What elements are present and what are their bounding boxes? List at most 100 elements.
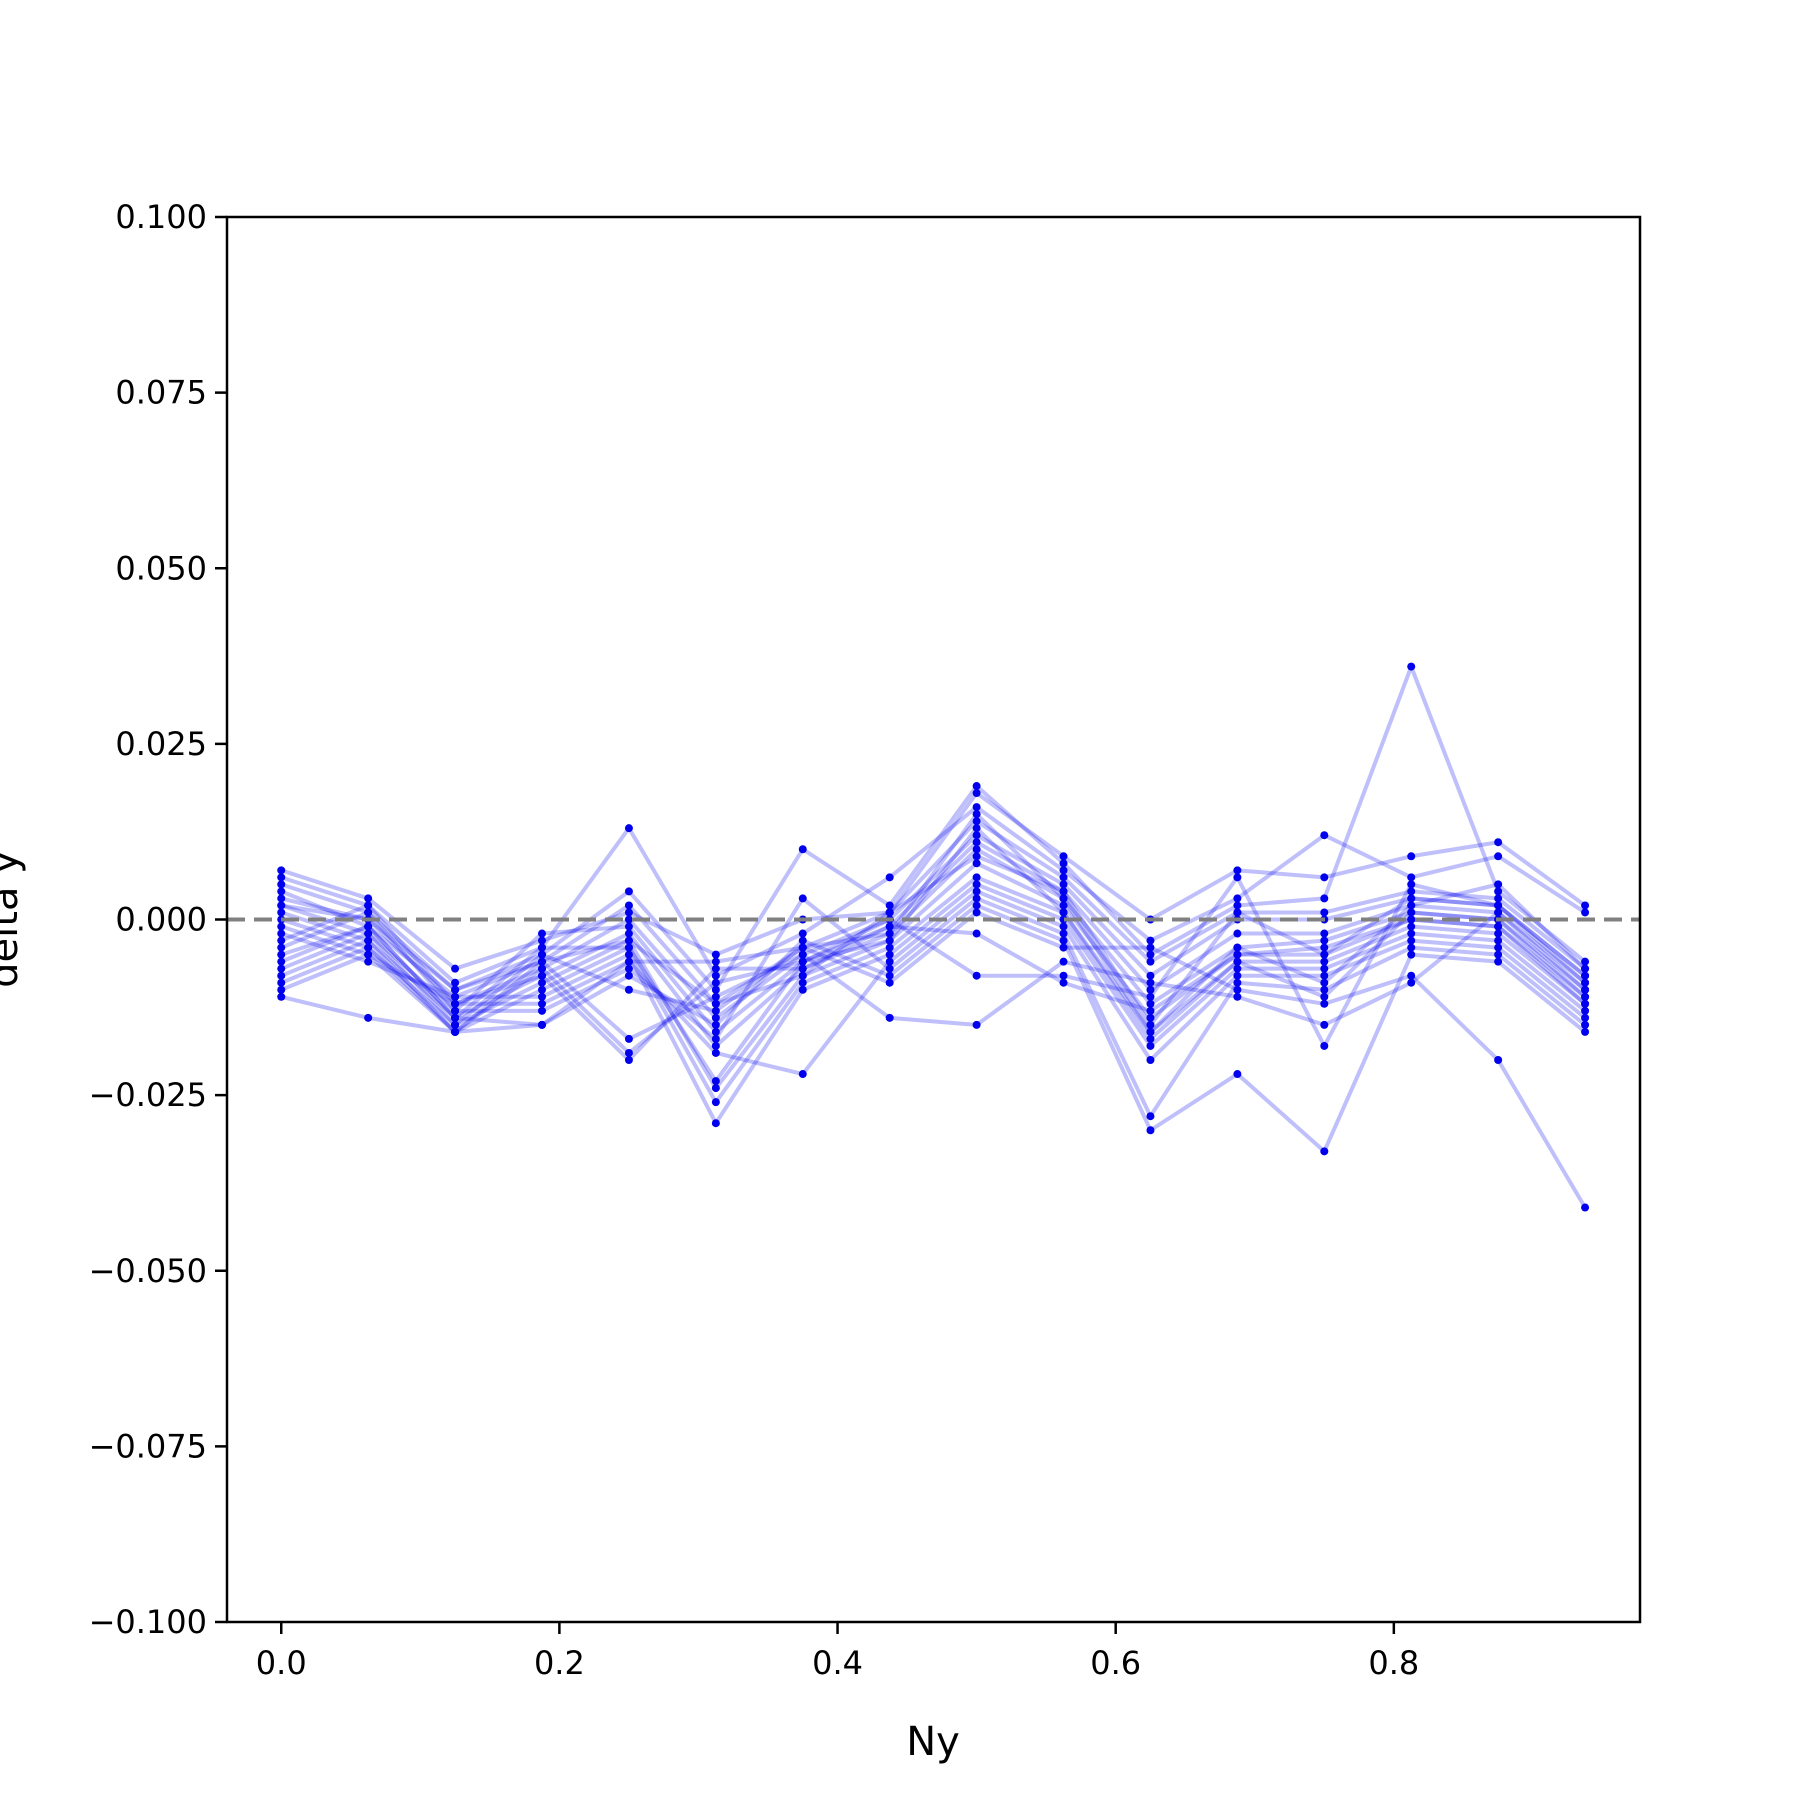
data-point [1320,908,1329,917]
data-point [624,985,633,994]
data-point [972,929,981,938]
data-point [1320,971,1329,980]
data-point [1233,1070,1242,1079]
series-11 [277,894,1590,1121]
data-point [451,1020,460,1029]
data-point [1407,922,1416,931]
data-point [1059,894,1068,903]
data-point [624,824,633,833]
data-point [1059,852,1068,861]
data-point [624,950,633,959]
data-point [972,845,981,854]
data-point [277,894,286,903]
data-point [1407,901,1416,910]
data-point [1494,887,1503,896]
data-point [885,964,894,973]
data-point [1581,999,1590,1008]
data-point [1059,936,1068,945]
data-point [624,929,633,938]
data-point [1407,852,1416,861]
series-line [280,917,1587,1062]
series-13 [277,908,1590,1212]
data-point [1146,1112,1155,1121]
data-point [624,957,633,966]
data-point [624,908,633,917]
data-point [1320,1020,1329,1029]
data-point [1233,929,1242,938]
data-point [1146,1013,1155,1022]
series-line [280,889,1587,1077]
data-point [885,943,894,952]
y-tick-label: 0.000 [115,901,207,939]
data-point [1146,1006,1155,1015]
data-point [277,929,286,938]
data-point [1233,971,1242,980]
data-point [451,992,460,1001]
data-point [1059,866,1068,875]
data-point [277,936,286,945]
data-point [364,929,373,938]
data-point [1146,992,1155,1001]
x-tick-label: 0.0 [256,1644,307,1682]
data-point [798,964,807,973]
series-line [280,875,1587,1105]
data-point [798,936,807,945]
data-point [624,922,633,931]
data-point [1320,999,1329,1008]
data-point [798,978,807,987]
data-point [885,957,894,966]
data-point [277,950,286,959]
data-point [624,1048,633,1057]
data-point [538,999,546,1008]
data-point [624,887,633,896]
data-point [277,957,286,966]
data-point [277,922,286,931]
data-point [538,1006,546,1015]
x-tick-label: 0.8 [1368,1644,1419,1682]
data-point [711,964,720,973]
data-point [972,1020,981,1029]
data-point [1581,1027,1590,1036]
data-point [711,1006,720,1015]
data-point [451,1006,460,1015]
y-tick-label: 0.100 [115,198,207,236]
data-point [1233,978,1242,987]
data-point [1320,936,1329,945]
series-line [280,819,1587,1006]
data-point [451,999,460,1008]
data-point [1320,1041,1329,1050]
data-point [972,803,981,812]
data-point [1059,908,1068,917]
data-point [538,971,546,980]
data-point [711,992,720,1001]
data-point [1407,908,1416,917]
data-point [1581,992,1590,1001]
data-point [1146,978,1155,987]
data-point [364,894,373,903]
data-point [798,943,807,952]
data-point [1059,929,1068,938]
data-point [624,936,633,945]
data-point [624,943,633,952]
data-point [972,887,981,896]
data-point [711,1034,720,1043]
data-point [538,964,546,973]
data-point [798,1070,807,1079]
data-point [1059,880,1068,889]
data-point [1581,908,1590,917]
data-point [972,831,981,840]
data-point [277,978,286,987]
series-line [280,791,1587,971]
data-point [1581,985,1590,994]
x-tick-label: 0.6 [1090,1644,1141,1682]
data-point [1320,985,1329,994]
data-point [885,922,894,931]
y-tick-label: −0.100 [89,1603,207,1641]
data-point [1059,901,1068,910]
series-line [280,812,1587,1034]
data-point [711,1020,720,1029]
data-point [1407,929,1416,938]
data-point [1494,901,1503,910]
data-point [1320,831,1329,840]
data-point [364,936,373,945]
